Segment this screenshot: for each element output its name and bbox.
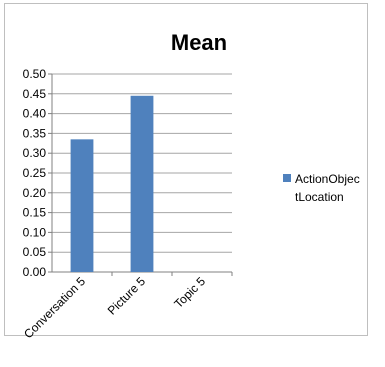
y-tick-label: 0.30: [23, 146, 47, 160]
bar-conversation-5: [70, 139, 94, 272]
y-tick-label: 0.25: [23, 166, 47, 180]
y-tick-label: 0.20: [23, 186, 47, 200]
legend-label: ActionObjectLocation: [295, 172, 360, 204]
bars: [70, 95, 154, 272]
y-tick-label: 0.35: [23, 126, 47, 140]
x-tick-label: Picture 5: [105, 274, 149, 318]
y-tick-label: 0.10: [23, 225, 47, 239]
x-tick-label: Topic 5: [171, 274, 208, 311]
chart-title: Mean: [171, 30, 227, 55]
legend: ActionObjectLocation: [283, 170, 363, 206]
y-tick-label: 0.45: [23, 87, 47, 101]
y-tick-label: 0.00: [23, 265, 47, 279]
y-tick-label: 0.50: [23, 67, 47, 81]
bar-picture-5: [130, 95, 154, 272]
x-tick-label: Conversation 5: [21, 274, 88, 341]
chart-area: [4, 3, 368, 336]
x-tick-labels: Conversation 5 Picture 5 Topic 5: [21, 274, 208, 341]
y-tick-labels: 0.00 0.05 0.10 0.15 0.20 0.25 0.30 0.35 0.40 0.45…: [23, 67, 47, 279]
y-tick-label: 0.15: [23, 206, 47, 220]
y-tick-label: 0.05: [23, 245, 47, 259]
legend-swatch: [283, 174, 291, 182]
y-tick-label: 0.40: [23, 107, 47, 121]
